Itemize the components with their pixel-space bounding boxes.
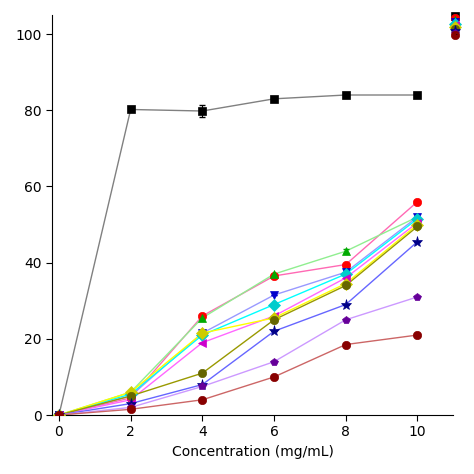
Legend: S1, S2, S3, S4, S5, S6, S7, S8, S9, S10, S11: S1, S2, S3, S4, S5, S6, S7, S8, S9, S10,… [454,16,459,35]
X-axis label: Concentration (mg/mL): Concentration (mg/mL) [172,445,334,459]
